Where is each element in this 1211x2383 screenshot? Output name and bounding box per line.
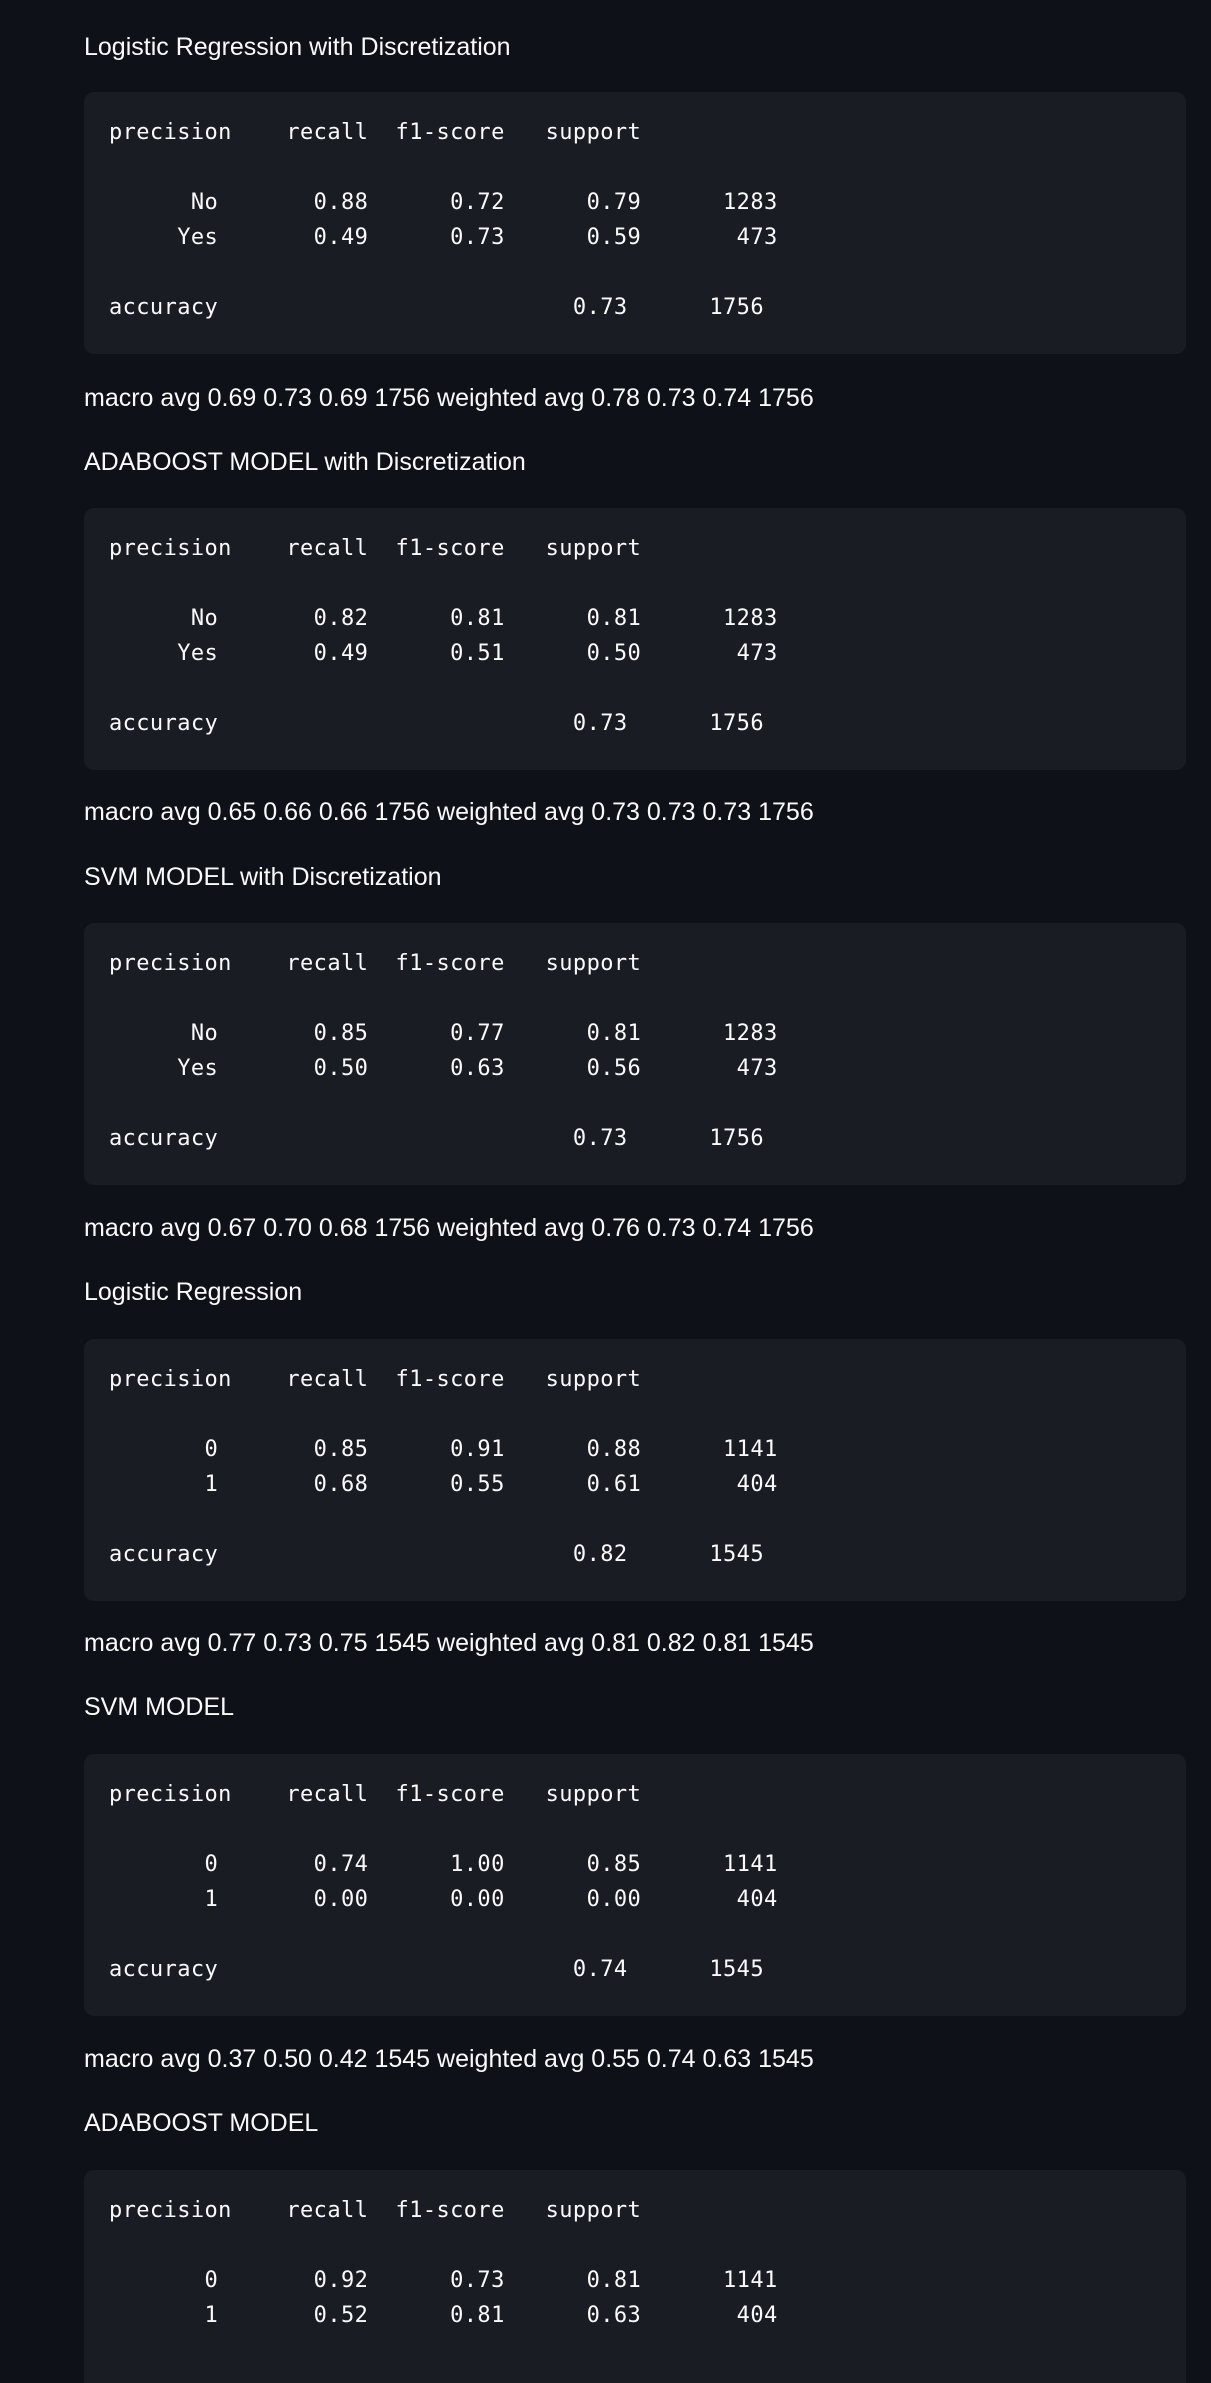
classification-report-code-block: precision recall f1-score support No 0.8… (84, 92, 1186, 354)
report-summary: macro avg 0.65 0.66 0.66 1756 weighted a… (84, 798, 814, 826)
report-row: No 0.88 0.72 0.79 1283 (109, 190, 778, 215)
report-row: 0 0.74 1.00 0.85 1141 (109, 1852, 778, 1877)
report-summary: macro avg 0.77 0.73 0.75 1545 weighted a… (84, 1629, 814, 1657)
report-title: Logistic Regression (84, 1278, 303, 1306)
report-title: Logistic Regression with Discretization (84, 33, 511, 61)
report-row: 0 0.92 0.73 0.81 1141 (109, 2268, 778, 2293)
report-summary: macro avg 0.69 0.73 0.69 1756 weighted a… (84, 384, 814, 412)
report-accuracy-line: accuracy 0.74 1545 (109, 1957, 764, 1982)
classification-report-code-block: precision recall f1-score support No 0.8… (84, 923, 1186, 1185)
report-title: ADABOOST MODEL (84, 2109, 319, 2137)
classification-report-code-block: precision recall f1-score support 0 0.74… (84, 1754, 1186, 2016)
report-row: No 0.85 0.77 0.81 1283 (109, 1021, 778, 1046)
report-accuracy-line: accuracy 0.73 1756 (109, 295, 764, 320)
report-header-line: precision recall f1-score support (109, 536, 642, 561)
report-header-line: precision recall f1-score support (109, 2198, 642, 2223)
report-summary: macro avg 0.37 0.50 0.42 1545 weighted a… (84, 2045, 814, 2073)
report-row: 0 0.85 0.91 0.88 1141 (109, 1437, 778, 1462)
report-summary: macro avg 0.67 0.70 0.68 1756 weighted a… (84, 1214, 814, 1242)
report-header-line: precision recall f1-score support (109, 951, 642, 976)
classification-report-code-block: precision recall f1-score support 0 0.92… (84, 2170, 1186, 2383)
report-accuracy-line: accuracy 0.73 1756 (109, 711, 764, 736)
report-title: ADABOOST MODEL with Discretization (84, 448, 526, 476)
report-header-line: precision recall f1-score support (109, 120, 642, 145)
report-accuracy-line: accuracy 0.73 1756 (109, 1126, 764, 1151)
classification-report-code-block: precision recall f1-score support 0 0.85… (84, 1339, 1186, 1601)
report-header-line: precision recall f1-score support (109, 1782, 642, 1807)
classification-report-code-block: precision recall f1-score support No 0.8… (84, 508, 1186, 770)
report-row: Yes 0.50 0.63 0.56 473 (109, 1056, 778, 1081)
report-row: 1 0.68 0.55 0.61 404 (109, 1472, 778, 1497)
report-header-line: precision recall f1-score support (109, 1367, 642, 1392)
report-row: Yes 0.49 0.51 0.50 473 (109, 641, 778, 666)
report-row: Yes 0.49 0.73 0.59 473 (109, 225, 778, 250)
report-accuracy-line: accuracy 0.82 1545 (109, 1542, 764, 1567)
report-row: 1 0.00 0.00 0.00 404 (109, 1887, 778, 1912)
report-row: 1 0.52 0.81 0.63 404 (109, 2303, 778, 2328)
report-row: No 0.82 0.81 0.81 1283 (109, 606, 778, 631)
report-title: SVM MODEL with Discretization (84, 863, 442, 891)
report-title: SVM MODEL (84, 1693, 235, 1721)
